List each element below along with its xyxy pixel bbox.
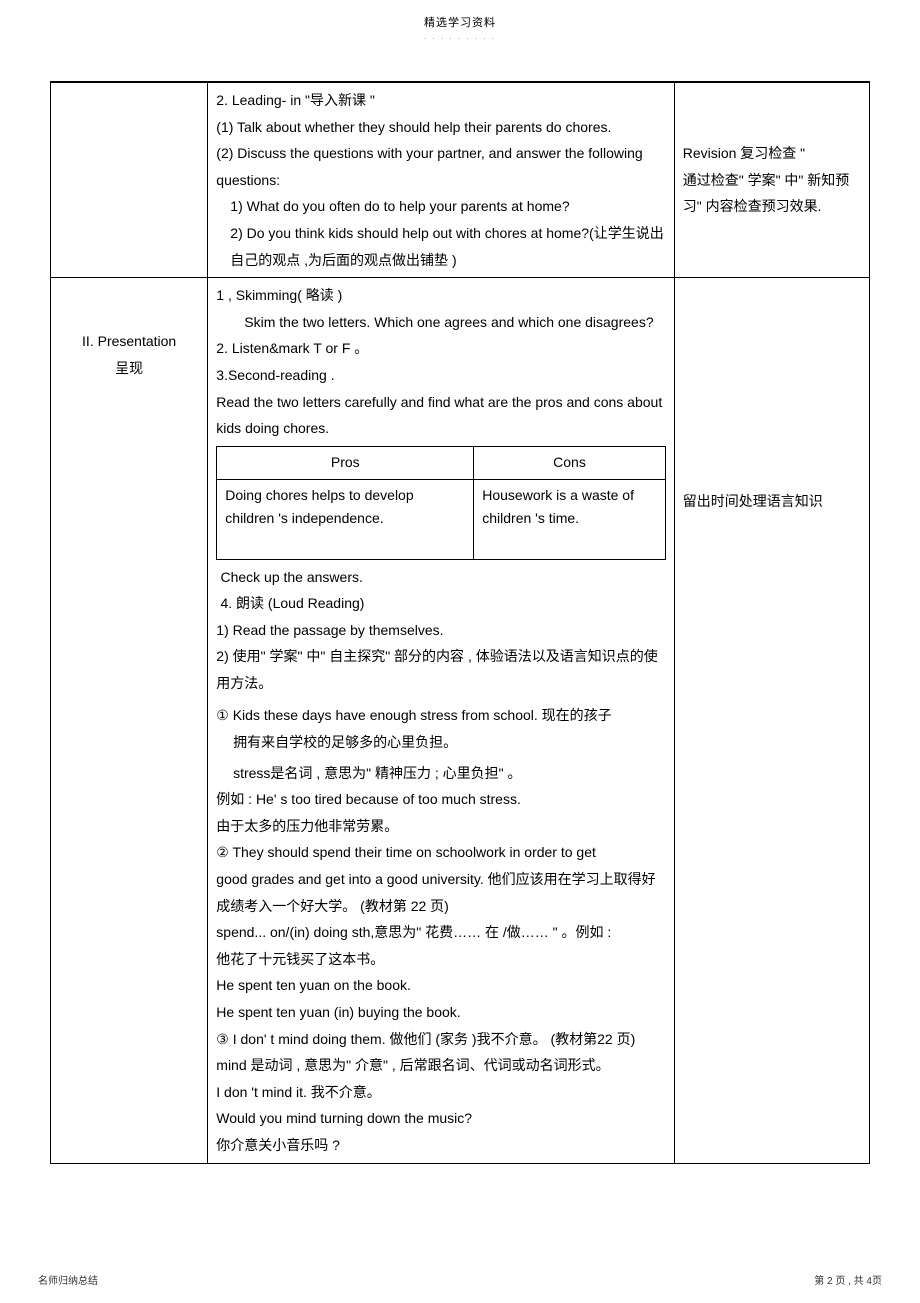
content-line: 2. Leading- in "导入新课 " <box>216 87 665 114</box>
doc-header-dots: . . . . . . . . . <box>0 32 920 41</box>
content-line: (2) Discuss the questions with your part… <box>216 140 665 193</box>
content-line: stress是名词 , 意思为" 精神压力 ; 心里负担" 。 <box>216 760 665 787</box>
section-label-en: II. Presentation <box>59 328 199 355</box>
content-line: mind 是动词 , 意思为" 介意" , 后常跟名词、代词或动名词形式。 <box>216 1052 665 1079</box>
content-line: Would you mind turning down the music? <box>216 1105 665 1132</box>
content-line: 4. 朗读 (Loud Reading) <box>216 590 665 617</box>
section-label <box>51 82 208 278</box>
footer-left: 名师归纳总结 <box>38 1272 98 1287</box>
content-line: Skim the two letters. Which one agrees a… <box>216 309 665 336</box>
table-row: 2. Leading- in "导入新课 " (1) Talk about wh… <box>51 82 870 278</box>
content-line: spend... on/(in) doing sth,意思为" 花费…… 在 /… <box>216 919 665 946</box>
content-line: 1) Read the passage by themselves. <box>216 617 665 644</box>
content-line: ③ I don' t mind doing them. 做他们 (家务 )我不介… <box>216 1026 665 1053</box>
cons-header: Cons <box>474 446 665 479</box>
content-line: 1 , Skimming( 略读 ) <box>216 282 665 309</box>
content-line: ② They should spend their time on school… <box>216 839 665 866</box>
content-line: I don 't mind it. 我不介意。 <box>216 1079 665 1106</box>
content-line: 他花了十元钱买了这本书。 <box>216 946 665 973</box>
section-label: II. Presentation 呈现 <box>51 278 208 1163</box>
section-label-cn: 呈现 <box>59 355 199 382</box>
page-footer: 名师归纳总结 第 2 页 , 共 4页 <box>38 1272 882 1287</box>
content-line: 拥有来自学校的足够多的心里负担。 <box>216 729 665 756</box>
content-line: 2. Listen&mark T or F 。 <box>216 335 665 362</box>
table-row: Pros Cons <box>217 446 665 479</box>
content-line: Check up the answers. <box>216 564 665 591</box>
table-row: II. Presentation 呈现 1 , Skimming( 略读 ) S… <box>51 278 870 1163</box>
pros-header: Pros <box>217 446 474 479</box>
content-line: 2) 使用" 学案" 中" 自主探究" 部分的内容 , 体验语法以及语言知识点的… <box>216 643 665 696</box>
content-line: 例如 : He' s too tired because of too much… <box>216 786 665 813</box>
section-content: 2. Leading- in "导入新课 " (1) Talk about wh… <box>208 82 674 278</box>
content-line: He spent ten yuan (in) buying the book. <box>216 999 665 1026</box>
section-content: 1 , Skimming( 略读 ) Skim the two letters.… <box>208 278 674 1163</box>
doc-header-title: 精选学习资料 <box>0 0 920 30</box>
footer-right: 第 2 页 , 共 4页 <box>814 1272 882 1287</box>
content-line: 由于太多的压力他非常劳累。 <box>216 813 665 840</box>
lesson-plan-table: 2. Leading- in "导入新课 " (1) Talk about wh… <box>50 81 870 1164</box>
content-line: He spent ten yuan on the book. <box>216 972 665 999</box>
content-line: 3.Second-reading . <box>216 362 665 389</box>
content-line: Read the two letters carefully and find … <box>216 389 665 442</box>
section-note: Revision 复习检查 " 通过检查" 学案" 中" 新知预习" 内容检查预… <box>674 82 869 278</box>
content-line: 你介意关小音乐吗 ? <box>216 1132 665 1159</box>
pros-cons-table: Pros Cons Doing chores helps to develop … <box>216 446 665 560</box>
content-line: 1) What do you often do to help your par… <box>216 193 665 220</box>
content-line: good grades and get into a good universi… <box>216 866 665 919</box>
section-note: 留出时间处理语言知识 <box>674 278 869 1163</box>
table-row: Doing chores helps to develop children '… <box>217 479 665 559</box>
content-line: 2) Do you think kids should help out wit… <box>216 220 665 273</box>
pros-cell: Doing chores helps to develop children '… <box>217 479 474 559</box>
content-line: (1) Talk about whether they should help … <box>216 114 665 141</box>
cons-cell: Housework is a waste of children 's time… <box>474 479 665 559</box>
content-line: ① Kids these days have enough stress fro… <box>216 702 665 729</box>
